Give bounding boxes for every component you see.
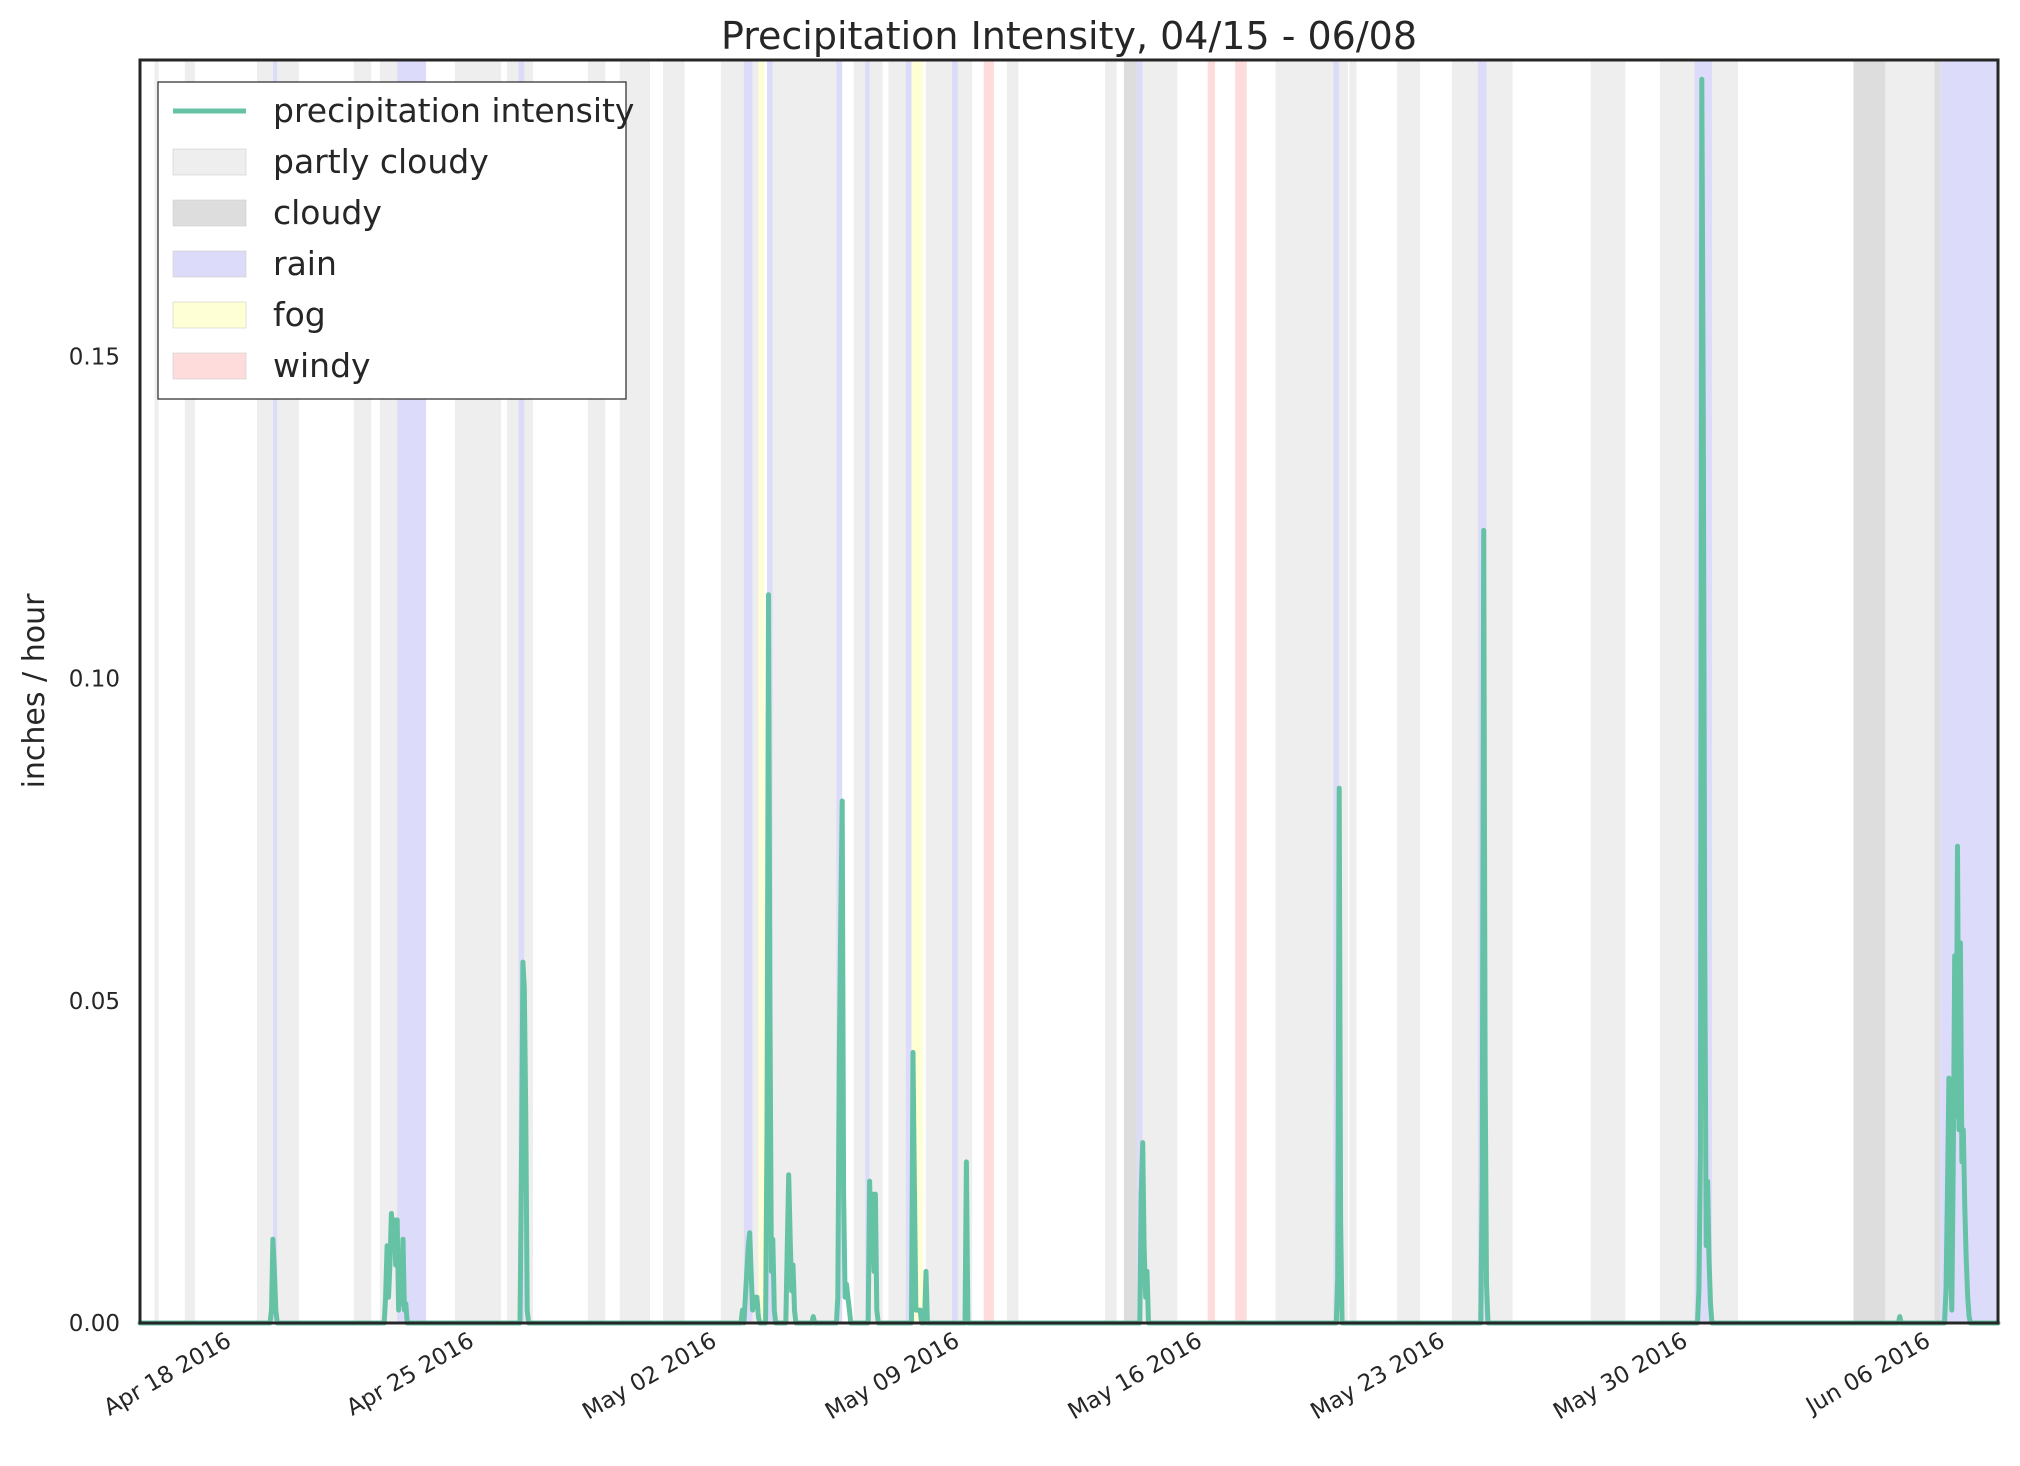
condition-span-windy bbox=[1207, 60, 1215, 1323]
legend-label: rain bbox=[273, 244, 337, 283]
condition-span-partly-cloudy bbox=[720, 60, 765, 1323]
x-tick-label: May 23 2016 bbox=[1306, 1328, 1449, 1426]
y-tick-label: 0.00 bbox=[69, 1311, 120, 1337]
condition-span-fog bbox=[758, 60, 765, 1323]
x-tick-label: Apr 25 2016 bbox=[342, 1328, 478, 1422]
condition-span-windy bbox=[1235, 60, 1247, 1323]
x-tick-label: May 02 2016 bbox=[578, 1328, 721, 1426]
legend-patch-swatch bbox=[172, 250, 247, 278]
legend-patch-swatch bbox=[172, 301, 247, 329]
y-axis-ticks: 0.00 0.05 0.10 0.15 bbox=[69, 344, 120, 1337]
legend-label: windy bbox=[273, 346, 371, 385]
condition-span-partly-cloudy bbox=[1006, 60, 1019, 1323]
condition-span-rain bbox=[518, 60, 525, 1323]
condition-span-rain bbox=[272, 60, 278, 1323]
condition-span-partly-cloudy bbox=[184, 60, 195, 1323]
chart-title: Precipitation Intensity, 04/15 - 06/08 bbox=[721, 14, 1417, 58]
condition-span-rain bbox=[1333, 60, 1340, 1323]
x-tick-label: May 30 2016 bbox=[1549, 1328, 1692, 1426]
legend-label: cloudy bbox=[273, 193, 382, 232]
condition-span-partly-cloudy bbox=[154, 60, 159, 1323]
condition-span-partly-cloudy bbox=[1396, 60, 1421, 1323]
condition-span-cloudy bbox=[1853, 60, 1886, 1323]
legend: precipitation intensity partly cloudy clou… bbox=[157, 81, 634, 400]
x-tick-label: May 09 2016 bbox=[821, 1328, 964, 1426]
y-tick-label: 0.10 bbox=[69, 667, 120, 693]
y-tick-label: 0.05 bbox=[69, 989, 120, 1015]
x-axis-ticks: Apr 18 2016 Apr 25 2016 May 02 2016 May 09 … bbox=[100, 1328, 1935, 1426]
condition-span-partly-cloudy bbox=[1590, 60, 1626, 1323]
legend-patch-swatch bbox=[172, 199, 247, 227]
condition-span-partly-cloudy bbox=[290, 60, 299, 1323]
condition-span-partly-cloudy bbox=[1142, 60, 1178, 1323]
legend-label: fog bbox=[273, 295, 326, 334]
condition-span-partly-cloudy bbox=[1885, 60, 1935, 1323]
condition-span-partly-cloudy bbox=[1105, 60, 1117, 1323]
condition-span-rain bbox=[743, 60, 753, 1323]
plot-frame bbox=[138, 58, 2000, 1325]
x-tick-label: May 16 2016 bbox=[1064, 1328, 1207, 1426]
legend-patch-swatch bbox=[172, 148, 247, 176]
x-tick-label: Jun 06 2016 bbox=[1800, 1328, 1935, 1421]
condition-span-cloudy bbox=[1123, 60, 1137, 1323]
condition-span-partly-cloudy bbox=[772, 60, 843, 1323]
condition-span-rain bbox=[951, 60, 958, 1323]
condition-span-windy bbox=[983, 60, 994, 1323]
condition-span-rain bbox=[865, 60, 870, 1323]
condition-span-rain bbox=[1136, 60, 1143, 1323]
condition-span-fog bbox=[911, 60, 924, 1323]
condition-span-partly-cloudy bbox=[925, 60, 973, 1323]
legend-label: precipitation intensity bbox=[273, 91, 634, 130]
legend-label: partly cloudy bbox=[273, 142, 489, 181]
y-axis-label: inches / hour bbox=[17, 593, 52, 789]
condition-span-rain bbox=[905, 60, 912, 1323]
legend-box bbox=[157, 81, 627, 400]
condition-span-cloudy bbox=[1934, 60, 1941, 1323]
y-tick-label: 0.15 bbox=[69, 344, 120, 370]
legend-patch-swatch bbox=[172, 352, 247, 380]
condition-span-partly-cloudy bbox=[663, 60, 685, 1323]
condition-span-partly-cloudy bbox=[1349, 60, 1357, 1323]
condition-span-rain bbox=[836, 60, 843, 1323]
x-tick-label: Apr 18 2016 bbox=[100, 1328, 236, 1422]
